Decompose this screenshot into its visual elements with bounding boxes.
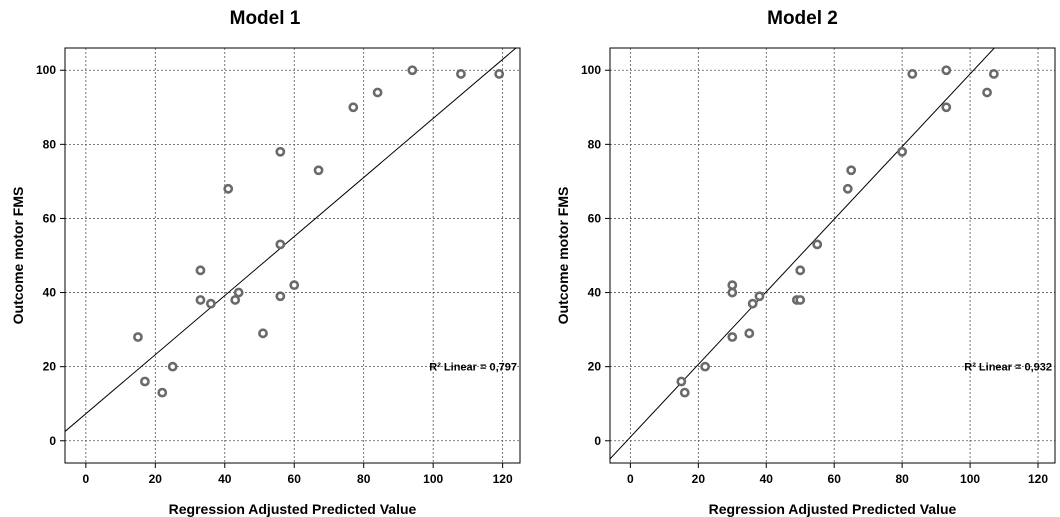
data-point <box>679 387 690 398</box>
fit-line <box>65 48 517 432</box>
y-tick-label: 40 <box>43 286 57 300</box>
data-point <box>907 69 918 79</box>
data-point <box>407 65 418 76</box>
x-tick-label: 60 <box>288 472 302 486</box>
y-tick-label: 0 <box>49 434 56 448</box>
data-point <box>313 165 324 176</box>
chart-panel-model-1: Model 1 0 20 40 60 80 100 120 0 20 40 60 80 100 R² Li… <box>10 8 521 517</box>
data-point <box>795 295 806 305</box>
data-point <box>846 165 857 176</box>
data-point <box>988 69 999 79</box>
x-tick-label: 20 <box>692 472 706 486</box>
x-tick-label: 40 <box>760 472 774 486</box>
chart-title: Model 1 <box>229 8 301 29</box>
data-point <box>233 287 244 298</box>
x-tick-label: 120 <box>1028 472 1048 486</box>
data-point <box>195 265 206 276</box>
data-point <box>275 291 286 302</box>
data-point <box>289 280 300 291</box>
data-point <box>372 87 383 98</box>
data-point <box>754 291 765 302</box>
data-point <box>676 376 687 387</box>
scatter-plot-model-2: 0 20 40 60 80 100 120 0 20 40 60 80 100 R² Linear = 0… <box>555 47 1056 517</box>
data-point <box>897 146 908 157</box>
data-point <box>275 146 286 157</box>
chart-title: Model 2 <box>767 8 838 29</box>
data-point <box>941 102 952 113</box>
plot-frame <box>609 47 1056 464</box>
x-axis-title: Regression Adjusted Predicted Value <box>169 501 417 517</box>
data-point <box>223 183 234 194</box>
data-point <box>230 295 241 305</box>
y-tick-label: 20 <box>43 360 57 374</box>
data-point <box>275 239 286 250</box>
data-point <box>139 376 150 387</box>
y-tick-label: 80 <box>43 137 57 151</box>
data-point <box>700 361 711 372</box>
data-point <box>727 280 738 291</box>
x-tick-label: 60 <box>828 472 842 486</box>
data-point <box>941 65 952 76</box>
y-tick-label: 0 <box>594 434 601 448</box>
y-tick-label: 100 <box>581 63 601 77</box>
y-axis-title: Outcome motor FMS <box>10 187 26 325</box>
x-tick-label: 20 <box>149 472 163 486</box>
data-point <box>982 87 992 98</box>
y-tick-label: 40 <box>588 286 602 300</box>
x-tick-label: 80 <box>357 472 371 486</box>
data-point <box>456 69 466 79</box>
y-tick-label: 20 <box>588 360 602 374</box>
y-tick-label: 60 <box>43 211 57 225</box>
y-axis-title: Outcome motor FMS <box>555 187 571 325</box>
data-point <box>258 328 268 339</box>
x-tick-label: 100 <box>423 472 443 486</box>
y-tick-label: 100 <box>36 63 56 77</box>
data-point <box>195 295 206 305</box>
x-tick-label: 80 <box>895 472 909 486</box>
plot-frame <box>64 47 521 464</box>
data-point <box>744 328 755 339</box>
x-tick-label: 0 <box>627 472 634 486</box>
y-tick-label: 80 <box>588 137 602 151</box>
data-point <box>494 69 505 79</box>
data-point <box>727 332 738 342</box>
fit-line <box>610 48 996 460</box>
data-point <box>747 298 758 309</box>
data-point <box>167 361 178 372</box>
x-tick-label: 120 <box>493 472 513 486</box>
data-point <box>133 332 143 342</box>
data-point <box>842 183 853 194</box>
data-point <box>348 102 359 113</box>
x-axis-title: Regression Adjusted Predicted Value <box>709 501 957 517</box>
data-point <box>157 387 168 398</box>
x-tick-label: 40 <box>218 472 232 486</box>
r-squared-annotation: R² Linear = 0,797 <box>429 362 517 374</box>
x-tick-label: 0 <box>82 472 89 486</box>
data-point <box>812 239 823 250</box>
data-point <box>795 265 806 276</box>
y-tick-label: 60 <box>588 211 602 225</box>
data-point <box>205 298 216 309</box>
r-squared-annotation: R² Linear = 0,932 <box>964 362 1052 374</box>
scatter-plot-model-1: 0 20 40 60 80 100 120 0 20 40 60 80 100 R² Linear = 0… <box>10 47 521 517</box>
x-tick-label: 100 <box>960 472 980 486</box>
chart-panel-model-2: Model 2 0 20 40 60 80 100 120 0 20 40 60 80 100 R² Li… <box>545 0 1060 517</box>
